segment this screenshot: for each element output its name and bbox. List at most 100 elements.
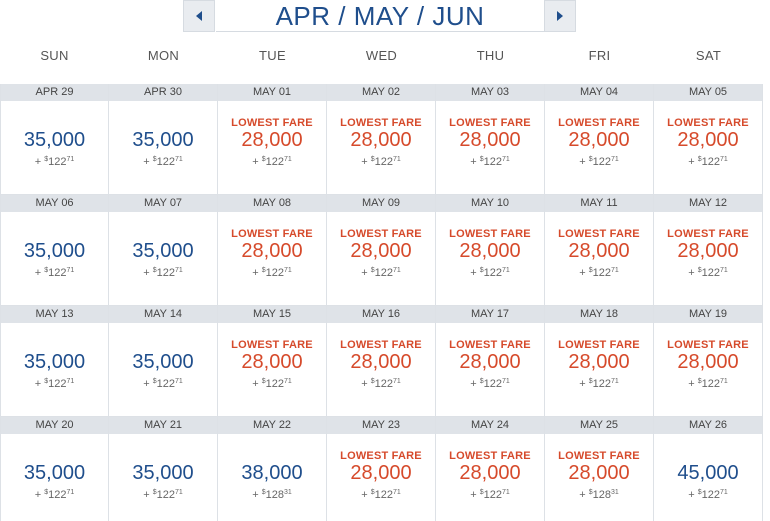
tax-cents: 31 bbox=[610, 489, 619, 496]
day-date-label: MAY 22 bbox=[218, 417, 326, 434]
lowest-fare-badge: LOWEST FARE bbox=[558, 228, 640, 240]
day-date-label: MAY 25 bbox=[545, 417, 653, 434]
plus-sign: + bbox=[470, 378, 477, 390]
fare-info: LOWEST FARE 28,000 + $12271 bbox=[545, 212, 653, 306]
fare-day-cell[interactable]: MAY 19 LOWEST FARE 28,000 + $12271 bbox=[654, 306, 763, 417]
currency-symbol: $ bbox=[370, 489, 375, 496]
weekday-sun: SUN bbox=[40, 48, 69, 63]
day-date-label: MAY 12 bbox=[654, 195, 762, 212]
fare-day-cell[interactable]: MAY 16 LOWEST FARE 28,000 + $12271 bbox=[327, 306, 436, 417]
fare-info: LOWEST FARE 28,000 + $12271 bbox=[327, 434, 435, 521]
plus-sign: + bbox=[34, 378, 42, 390]
fare-day-cell[interactable]: MAY 08 LOWEST FARE 28,000 + $12271 bbox=[218, 195, 327, 306]
lowest-fare-badge: LOWEST FARE bbox=[449, 450, 531, 462]
fare-day-cell[interactable]: MAY 10 LOWEST FARE 28,000 + $12271 bbox=[436, 195, 545, 306]
fare-taxes: + $12271 bbox=[436, 156, 544, 168]
fare-day-cell[interactable]: MAY 14 35,000 + $12271 bbox=[109, 306, 218, 417]
fare-taxes: + $12271 bbox=[436, 267, 544, 279]
fare-day-cell[interactable]: MAY 12 LOWEST FARE 28,000 + $12271 bbox=[654, 195, 763, 306]
tax-cents: 71 bbox=[719, 267, 728, 274]
previous-month-button[interactable] bbox=[183, 0, 215, 32]
fare-day-cell[interactable]: MAY 23 LOWEST FARE 28,000 + $12271 bbox=[327, 417, 436, 521]
fare-taxes: + $12271 bbox=[654, 378, 762, 390]
fare-day-cell[interactable]: MAY 18 LOWEST FARE 28,000 + $12271 bbox=[545, 306, 654, 417]
tax-dollars: 122 bbox=[374, 489, 393, 501]
fare-day-cell[interactable]: MAY 04 LOWEST FARE 28,000 + $12271 bbox=[545, 84, 654, 195]
currency-symbol: $ bbox=[370, 156, 375, 163]
caret-right-icon bbox=[557, 11, 563, 21]
fare-taxes: + $12271 bbox=[654, 156, 762, 168]
plus-sign: + bbox=[252, 267, 259, 279]
tax-dollars: 122 bbox=[48, 378, 67, 390]
plus-sign: + bbox=[688, 267, 695, 279]
next-month-button[interactable] bbox=[544, 0, 576, 32]
fare-day-cell[interactable]: MAY 07 35,000 + $12271 bbox=[109, 195, 218, 306]
tax-cents: 71 bbox=[392, 156, 401, 163]
plus-sign: + bbox=[143, 156, 150, 168]
tax-cents: 71 bbox=[174, 378, 183, 385]
tax-cents: 71 bbox=[610, 156, 619, 163]
fare-day-cell[interactable]: MAY 13 35,000 + $12271 bbox=[0, 306, 109, 417]
weekday-mon: MON bbox=[147, 48, 180, 63]
fare-day-cell[interactable]: APR 30 35,000 + $12271 bbox=[109, 84, 218, 195]
fare-day-cell[interactable]: MAY 21 35,000 + $12271 bbox=[109, 417, 218, 521]
tax-cents: 71 bbox=[66, 156, 75, 163]
fare-day-cell[interactable]: MAY 11 LOWEST FARE 28,000 + $12271 bbox=[545, 195, 654, 306]
tax-cents: 71 bbox=[719, 489, 728, 496]
fare-miles: 45,000 bbox=[677, 462, 739, 484]
tax-dollars: 122 bbox=[156, 267, 175, 279]
fare-info: 35,000 + $12271 bbox=[1, 212, 108, 306]
tax-dollars: 122 bbox=[592, 378, 611, 390]
fare-day-cell[interactable]: MAY 09 LOWEST FARE 28,000 + $12271 bbox=[327, 195, 436, 306]
currency-symbol: $ bbox=[152, 378, 157, 385]
currency-symbol: $ bbox=[588, 267, 593, 274]
weekday-tue: TUE bbox=[259, 48, 286, 63]
fare-day-cell[interactable]: MAY 26 45,000 + $12271 bbox=[654, 417, 763, 521]
fare-day-cell[interactable]: MAY 02 LOWEST FARE 28,000 + $12271 bbox=[327, 84, 436, 195]
currency-symbol: $ bbox=[697, 156, 702, 163]
fare-info: LOWEST FARE 28,000 + $12271 bbox=[218, 101, 326, 195]
fare-day-cell[interactable]: APR 29 35,000 + $12271 bbox=[0, 84, 109, 195]
tax-dollars: 122 bbox=[483, 378, 502, 390]
tax-dollars: 122 bbox=[592, 156, 611, 168]
calendar-week-row: MAY 13 35,000 + $12271 MAY 14 35,000 + $12271 MA… bbox=[0, 306, 763, 417]
day-date-label: MAY 20 bbox=[1, 417, 108, 434]
fare-day-cell[interactable]: MAY 17 LOWEST FARE 28,000 + $12271 bbox=[436, 306, 545, 417]
fare-info: LOWEST FARE 28,000 + $12271 bbox=[327, 101, 435, 195]
currency-symbol: $ bbox=[261, 378, 266, 385]
lowest-fare-badge: LOWEST FARE bbox=[558, 450, 640, 462]
fare-day-cell[interactable]: MAY 24 LOWEST FARE 28,000 + $12271 bbox=[436, 417, 545, 521]
fare-day-cell[interactable]: MAY 20 35,000 + $12271 bbox=[0, 417, 109, 521]
fare-day-cell[interactable]: MAY 05 LOWEST FARE 28,000 + $12271 bbox=[654, 84, 763, 195]
fare-miles: 35,000 bbox=[23, 462, 86, 484]
fare-miles: 28,000 bbox=[350, 351, 412, 373]
fare-miles: 35,000 bbox=[132, 351, 194, 373]
day-date-label: MAY 01 bbox=[218, 84, 326, 101]
tax-cents: 71 bbox=[719, 378, 728, 385]
fare-info: 35,000 + $12271 bbox=[109, 101, 217, 195]
fare-taxes: + $12271 bbox=[1, 489, 108, 501]
tax-dollars: 122 bbox=[483, 156, 502, 168]
fare-day-cell[interactable]: MAY 01 LOWEST FARE 28,000 + $12271 bbox=[218, 84, 327, 195]
fare-day-cell[interactable]: MAY 25 LOWEST FARE 28,000 + $12831 bbox=[545, 417, 654, 521]
tax-dollars: 128 bbox=[592, 489, 611, 501]
currency-symbol: $ bbox=[44, 489, 49, 496]
fare-info: LOWEST FARE 28,000 + $12271 bbox=[218, 323, 326, 417]
fare-miles: 28,000 bbox=[568, 129, 630, 151]
fare-day-cell[interactable]: MAY 15 LOWEST FARE 28,000 + $12271 bbox=[218, 306, 327, 417]
fare-miles: 28,000 bbox=[241, 351, 303, 373]
day-date-label: MAY 16 bbox=[327, 306, 435, 323]
tax-cents: 71 bbox=[392, 489, 401, 496]
fare-miles: 35,000 bbox=[132, 462, 194, 484]
fare-day-cell[interactable]: MAY 03 LOWEST FARE 28,000 + $12271 bbox=[436, 84, 545, 195]
day-date-label: MAY 02 bbox=[327, 84, 435, 101]
lowest-fare-badge: LOWEST FARE bbox=[231, 117, 313, 129]
fare-miles: 38,000 bbox=[241, 462, 303, 484]
tax-cents: 71 bbox=[283, 378, 292, 385]
fare-info: 38,000 + $12831 bbox=[218, 434, 326, 521]
fare-day-cell[interactable]: MAY 06 35,000 + $12271 bbox=[0, 195, 109, 306]
caret-left-icon bbox=[196, 11, 202, 21]
fare-miles: 28,000 bbox=[677, 240, 739, 262]
fare-day-cell[interactable]: MAY 22 38,000 + $12831 bbox=[218, 417, 327, 521]
tax-dollars: 122 bbox=[265, 267, 284, 279]
